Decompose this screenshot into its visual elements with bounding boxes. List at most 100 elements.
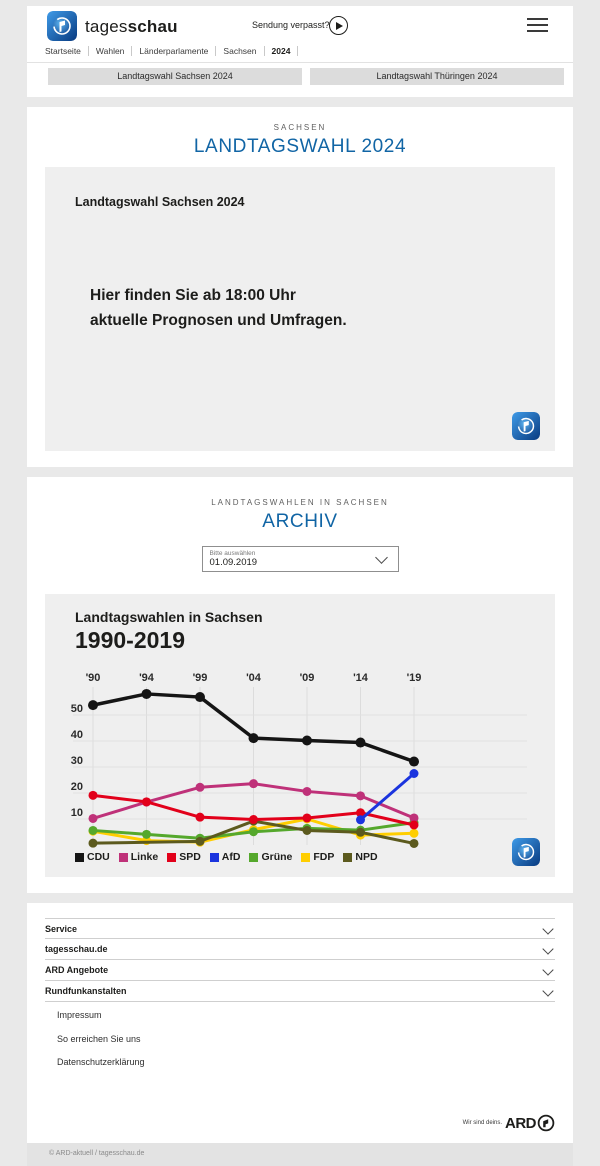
breadcrumb-item-2024[interactable]: 2024 (271, 46, 291, 56)
section-gap (0, 467, 600, 477)
series-line-afd (359, 772, 415, 821)
legend-swatch-afd (209, 852, 219, 862)
hamburger-menu-icon[interactable] (527, 18, 548, 36)
legend-swatch-fdp (301, 852, 311, 862)
tagesschau-watermark-icon (512, 838, 540, 866)
breadcrumb-item-wahlen[interactable]: Wahlen (95, 46, 125, 56)
x-tick-label: '94 (139, 672, 155, 684)
breadcrumb-separator (215, 46, 217, 56)
footer-link-impressum[interactable]: Impressum (57, 1010, 102, 1020)
footer-link-so-erreichen-sie-uns[interactable]: So erreichen Sie uns (57, 1033, 141, 1044)
series-cdu (88, 688, 419, 767)
data-point-linke (88, 813, 98, 823)
chart-legend: CDU Linke SPD AfD Grüne FDP NPD (75, 851, 387, 863)
breadcrumb-separator (87, 46, 89, 56)
data-point-cdu (141, 688, 152, 699)
x-tick-label: '14 (353, 672, 369, 684)
header: tagesschau Sendung verpasst? Startseite W… (27, 6, 573, 97)
tagesschau-wordmark[interactable]: tagesschau (85, 17, 178, 37)
tagesschau-watermark-icon (512, 412, 540, 440)
chevron-down-icon (374, 551, 388, 564)
data-point-npd (409, 838, 419, 848)
y-tick-label: 50 (71, 703, 83, 715)
legend-swatch-cdu (75, 852, 84, 862)
section-gap (0, 893, 600, 903)
series-afd (356, 769, 419, 825)
data-point-cdu (195, 692, 205, 703)
media-heading: Landtagswahl Sachsen 2024 (75, 195, 245, 209)
copyright-bar: © ARD-aktuell / tagesschau.de (27, 1143, 573, 1166)
data-point-linke (249, 779, 258, 789)
wordmark-regular: tages (85, 17, 128, 36)
ard-brand: Wir sind deins. ARD (463, 1114, 555, 1132)
ard-claim: Wir sind deins. (462, 1120, 502, 1126)
y-tick-label: 40 (71, 729, 83, 741)
accordion-label: Rundfunkanstalten (45, 986, 127, 996)
data-point-cdu (88, 700, 98, 711)
accordion-label: Service (45, 923, 78, 934)
x-tick-label: '99 (193, 672, 208, 684)
accordion-row-ard-angebote[interactable]: ARD Angebote (45, 960, 555, 981)
accordion-label: ARD Angebote (45, 965, 109, 975)
data-point-spd (142, 797, 151, 807)
data-point-afd (356, 815, 365, 825)
data-point-spd (249, 815, 258, 825)
breadcrumb-item-l-nderparlamente[interactable]: Länderparlamente (139, 46, 209, 56)
footer: Service tagesschau.de ARD Angebote Rundfunk… (27, 903, 573, 1143)
play-icon[interactable] (329, 16, 348, 35)
chevron-down-icon (542, 943, 554, 955)
data-point-gr-ne (249, 827, 258, 837)
y-tick-label: 30 (71, 755, 83, 767)
breadcrumb-item-startseite[interactable]: Startseite (45, 46, 81, 56)
chart-subtitle: 1990-2019 (75, 627, 185, 653)
footer-links: Impressum So erreichen Sie uns Datenschutz… (57, 1010, 145, 1081)
missed-show-link[interactable]: Sendung verpasst? (252, 20, 330, 30)
legend-swatch-spd (167, 852, 177, 862)
archive-section: LANDTAGSWAHLEN IN SACHSEN ARCHIV Bitte a… (27, 477, 573, 893)
legend-label-fdp: FDP (313, 851, 335, 863)
data-point-npd (356, 827, 365, 837)
accordion-label: tagesschau.de (45, 944, 108, 954)
chevron-down-icon (542, 922, 554, 935)
legend-item-gr-ne: Grüne (249, 851, 292, 863)
legend-item-fdp: FDP (301, 851, 334, 863)
tab-landtagswahl-th-ringen-2024[interactable]: Landtagswahl Thüringen 2024 (310, 68, 564, 85)
breadcrumb-separator (297, 46, 299, 56)
legend-label-cdu: CDU (87, 851, 110, 863)
accordion-row-service[interactable]: Service (45, 918, 555, 939)
legend-item-spd: SPD (167, 851, 201, 863)
select-label: Bitte auswählen (209, 550, 256, 557)
chevron-down-icon (542, 985, 554, 997)
accordion-row-tagesschau-de[interactable]: tagesschau.de (45, 939, 555, 960)
promo-line-1: Hier finden Sie ab 18:00 Uhr (90, 287, 296, 304)
chart-title: Landtagswahlen in Sachsen (75, 609, 263, 625)
data-point-spd (302, 813, 312, 823)
tab-landtagswahl-sachsen-2024[interactable]: Landtagswahl Sachsen 2024 (48, 68, 302, 85)
series-spd (88, 790, 419, 830)
archive-title: ARCHIV (262, 511, 338, 532)
breadcrumb-separator (131, 46, 133, 56)
data-point-linke (302, 786, 312, 796)
ard-wordmark: ARD (505, 1114, 537, 1132)
breadcrumb-separator (263, 46, 265, 56)
data-point-linke (409, 813, 419, 823)
copyright-text: © ARD-aktuell / tagesschau.de (49, 1150, 145, 1157)
legend-label-npd: NPD (355, 851, 378, 863)
data-point-afd (409, 769, 419, 778)
chevron-down-icon (542, 964, 554, 976)
data-point-cdu (248, 733, 259, 744)
breadcrumb-item-sachsen[interactable]: Sachsen (223, 46, 257, 56)
footer-link-datenschutzerkl-rung[interactable]: Datenschutzerklärung (57, 1057, 145, 1067)
tagesschau-logo-icon[interactable] (47, 11, 77, 41)
data-point-fdp (409, 828, 419, 838)
y-tick-label: 20 (71, 781, 83, 793)
data-point-spd (356, 808, 365, 818)
x-tick-label: '04 (246, 672, 262, 684)
promo-line-2: aktuelle Prognosen und Umfragen. (90, 312, 347, 329)
archive-date-select[interactable]: Bitte auswählen 01.09.2019 (201, 546, 399, 572)
accordion-row-rundfunkanstalten[interactable]: Rundfunkanstalten (45, 981, 555, 1002)
data-point-cdu (302, 735, 312, 746)
data-point-npd (302, 825, 312, 835)
hero-title: LANDTAGSWAHL 2024 (193, 136, 407, 157)
legend-swatch-npd (343, 852, 353, 862)
